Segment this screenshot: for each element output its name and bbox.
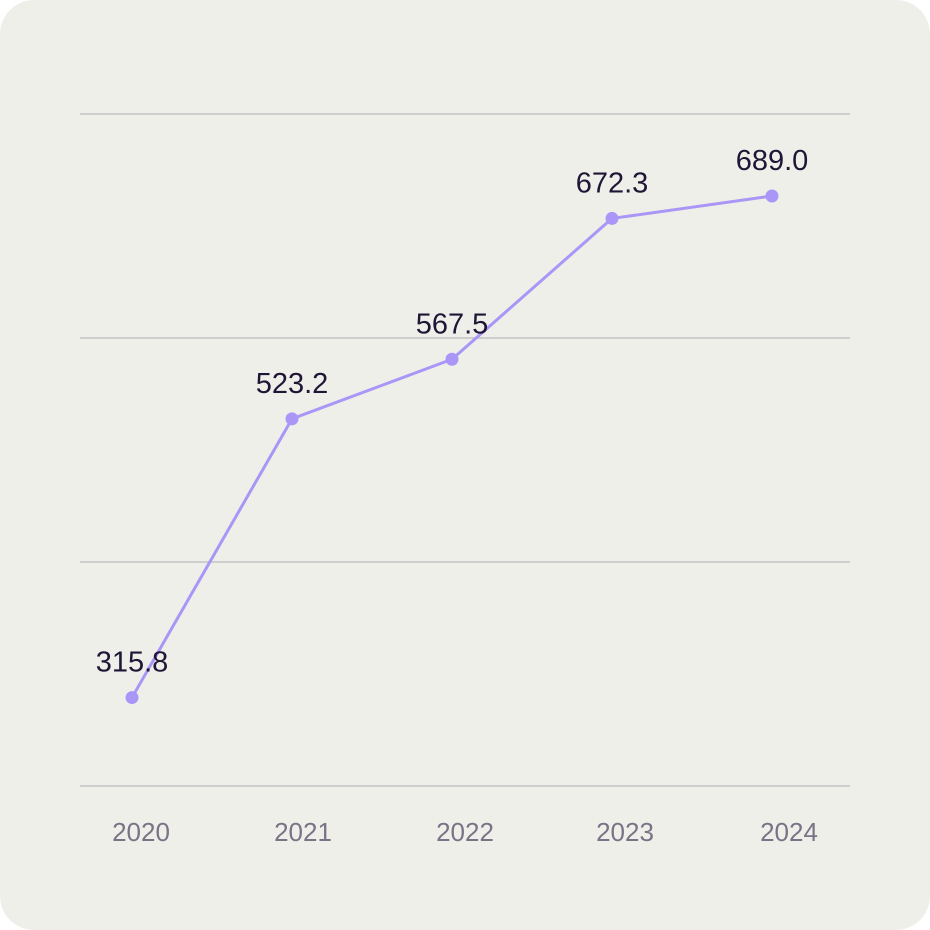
- data-point-2020: [125, 691, 139, 705]
- series-line: [130, 194, 774, 700]
- data-point-2024: [765, 189, 779, 203]
- data-label-2021: 523.2: [256, 368, 329, 400]
- data-point-2022: [445, 352, 459, 366]
- x-tick-label-2021: 2021: [274, 817, 332, 847]
- gridlines: [80, 113, 850, 787]
- points-layer: [125, 189, 779, 705]
- x-tick-label-2023: 2023: [596, 817, 654, 847]
- x-tick-label-2024: 2024: [760, 817, 818, 847]
- data-label-2022: 567.5: [416, 308, 489, 340]
- x-tick-label-2020: 2020: [112, 817, 170, 847]
- x-tick-label-2022: 2022: [436, 817, 494, 847]
- x-axis-ticks: 2020 2021 2022 2023 2024: [112, 817, 818, 847]
- data-point-2023: [605, 211, 619, 225]
- data-label-2020: 315.8: [96, 647, 169, 679]
- data-label-2023: 672.3: [576, 167, 649, 199]
- data-label-2024: 689.0: [736, 145, 809, 177]
- data-point-2021: [285, 412, 299, 426]
- data-labels: 315.8 523.2 567.5 672.3 689.0: [96, 145, 809, 679]
- series-layer: [130, 194, 774, 700]
